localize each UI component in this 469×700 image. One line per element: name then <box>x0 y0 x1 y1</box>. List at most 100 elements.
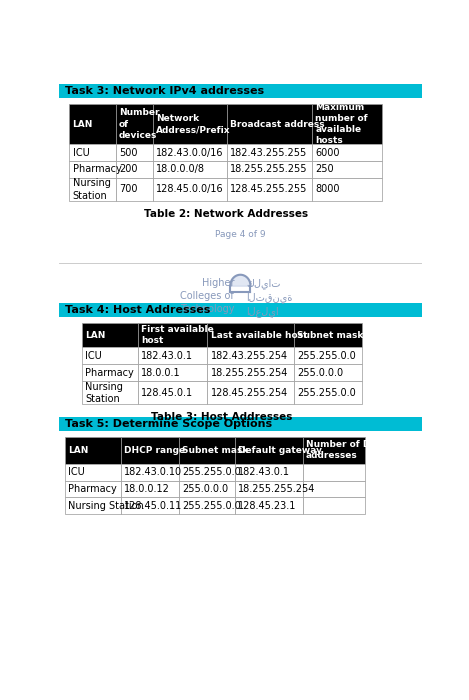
Text: 18.255.255.254: 18.255.255.254 <box>211 368 288 378</box>
Text: Subnet mask: Subnet mask <box>297 330 363 340</box>
Text: 18.0.0.0/8: 18.0.0.0/8 <box>156 164 205 174</box>
Text: 6000: 6000 <box>315 148 340 158</box>
Bar <box>294 382 363 405</box>
Text: Pharmacy: Pharmacy <box>73 164 121 174</box>
Text: Number
of
devices: Number of devices <box>119 108 159 139</box>
Bar <box>234 480 303 498</box>
Bar <box>82 382 138 405</box>
Bar <box>179 498 234 514</box>
Text: 255.255.0.0: 255.255.0.0 <box>297 388 356 398</box>
Bar <box>294 323 363 347</box>
Bar <box>121 437 179 463</box>
Bar <box>69 178 116 201</box>
Text: 18.0.0.1: 18.0.0.1 <box>141 368 181 378</box>
Text: Pharmacy: Pharmacy <box>85 368 134 378</box>
Text: 255.255.0.0: 255.255.0.0 <box>182 467 241 477</box>
Text: Broadcast address: Broadcast address <box>230 120 325 129</box>
Text: Nursing
Station: Nursing Station <box>73 178 111 201</box>
Text: Task 5: Determine Scope Options: Task 5: Determine Scope Options <box>65 419 272 428</box>
Bar <box>207 364 294 382</box>
Text: 128.45.0.0/16: 128.45.0.0/16 <box>156 185 224 195</box>
Bar <box>227 104 312 144</box>
Bar <box>116 144 153 161</box>
Text: Page 4 of 9: Page 4 of 9 <box>215 230 265 239</box>
Bar <box>303 480 365 498</box>
Bar <box>153 161 227 178</box>
Bar <box>65 437 121 463</box>
Bar <box>207 323 294 347</box>
Bar <box>116 104 153 144</box>
Bar <box>227 178 312 201</box>
Bar <box>69 104 116 144</box>
Text: 182.43.0.1: 182.43.0.1 <box>238 467 290 477</box>
Text: 18.0.0.12: 18.0.0.12 <box>124 484 170 494</box>
Text: 255.0.0.0: 255.0.0.0 <box>297 368 343 378</box>
Text: 182.43.0.1: 182.43.0.1 <box>141 351 193 360</box>
Bar <box>65 480 121 498</box>
Text: Last available host: Last available host <box>211 330 307 340</box>
Text: 128.45.255.254: 128.45.255.254 <box>211 388 288 398</box>
Bar <box>138 323 207 347</box>
Text: 182.43.0.0/16: 182.43.0.0/16 <box>156 148 224 158</box>
Bar <box>312 104 382 144</box>
Bar <box>82 323 138 347</box>
Text: ICU: ICU <box>73 148 89 158</box>
Bar <box>82 347 138 364</box>
Text: First available
host: First available host <box>141 325 213 345</box>
Bar <box>59 302 422 316</box>
Bar <box>153 178 227 201</box>
Bar <box>59 84 422 98</box>
Bar <box>179 463 234 480</box>
Text: LAN: LAN <box>73 120 93 129</box>
Text: 200: 200 <box>119 164 137 174</box>
Bar <box>65 463 121 480</box>
Bar <box>312 161 382 178</box>
Bar <box>69 144 116 161</box>
Text: 128.45.255.255: 128.45.255.255 <box>230 185 307 195</box>
Bar <box>227 161 312 178</box>
Text: ICU: ICU <box>85 351 102 360</box>
Text: Table 2: Network Addresses: Table 2: Network Addresses <box>144 209 308 218</box>
Bar <box>138 347 207 364</box>
Bar <box>207 382 294 405</box>
Text: 128.45.23.1: 128.45.23.1 <box>238 501 296 511</box>
Bar <box>121 498 179 514</box>
Text: 18.255.255.254: 18.255.255.254 <box>238 484 315 494</box>
Bar <box>294 347 363 364</box>
Text: LAN: LAN <box>68 446 88 454</box>
Text: 255.255.0.0: 255.255.0.0 <box>297 351 356 360</box>
Bar <box>303 437 365 463</box>
Text: Pharmacy: Pharmacy <box>68 484 117 494</box>
Bar <box>69 161 116 178</box>
Text: 250: 250 <box>315 164 334 174</box>
Text: كليات
التقنية
العليا: كليات التقنية العليا <box>247 278 293 317</box>
Text: 128.45.0.1: 128.45.0.1 <box>141 388 193 398</box>
Text: Task 3: Network IPv4 addresses: Task 3: Network IPv4 addresses <box>65 86 264 96</box>
Bar <box>207 347 294 364</box>
Text: Task 4: Host Addresses: Task 4: Host Addresses <box>65 304 210 314</box>
Text: 8000: 8000 <box>315 185 340 195</box>
Text: Subnet mask: Subnet mask <box>182 446 248 454</box>
Bar <box>227 144 312 161</box>
Text: 255.0.0.0: 255.0.0.0 <box>182 484 228 494</box>
Bar <box>121 480 179 498</box>
Bar <box>234 463 303 480</box>
Text: 182.43.0.10: 182.43.0.10 <box>124 467 182 477</box>
Text: Maximum
number of
available
hosts: Maximum number of available hosts <box>315 103 368 145</box>
Text: 182.43.255.255: 182.43.255.255 <box>230 148 307 158</box>
Text: ICU: ICU <box>68 467 85 477</box>
Bar <box>179 437 234 463</box>
Text: 255.255.0.0: 255.255.0.0 <box>182 501 241 511</box>
Bar <box>138 382 207 405</box>
Text: Default gateway: Default gateway <box>238 446 322 454</box>
Bar <box>82 364 138 382</box>
Bar <box>303 463 365 480</box>
Bar <box>312 178 382 201</box>
Bar <box>312 144 382 161</box>
Bar <box>234 498 303 514</box>
Text: 700: 700 <box>119 185 137 195</box>
Text: Nursing Station: Nursing Station <box>68 501 144 511</box>
Text: 128.45.0.11: 128.45.0.11 <box>124 501 182 511</box>
Bar <box>303 498 365 514</box>
Text: 18.255.255.255: 18.255.255.255 <box>230 164 307 174</box>
